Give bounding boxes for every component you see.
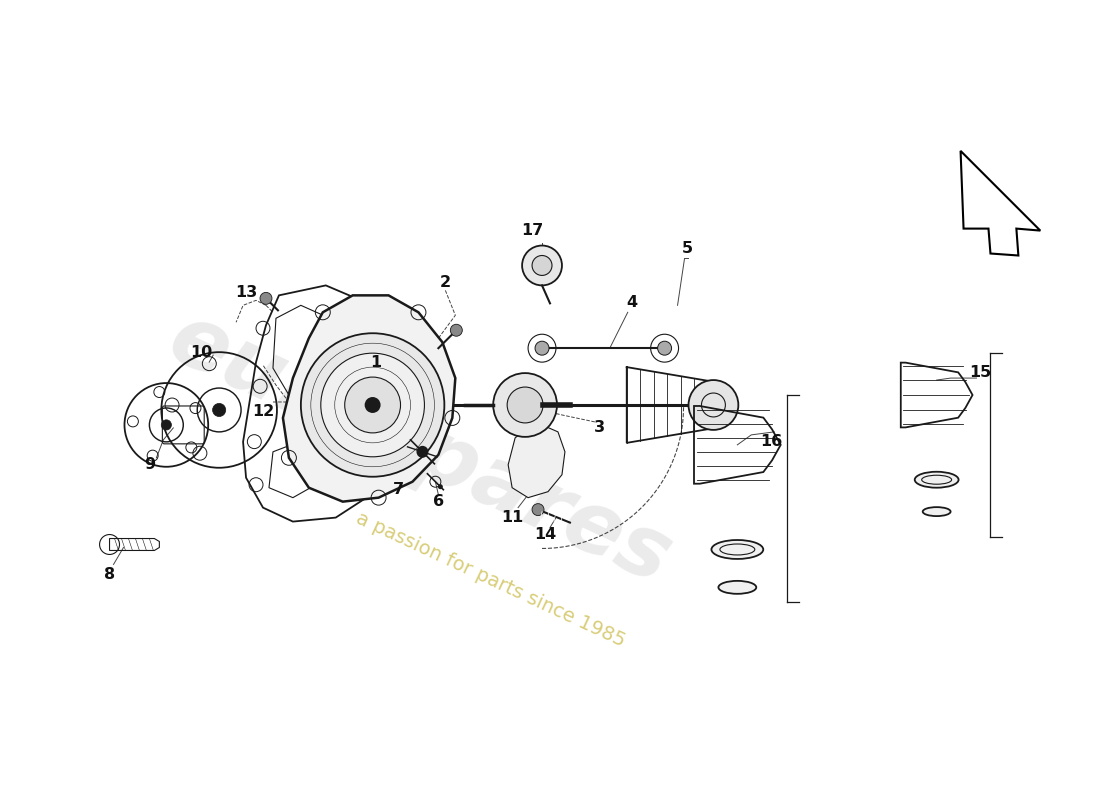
Polygon shape [508, 425, 565, 498]
Ellipse shape [915, 472, 958, 488]
Circle shape [450, 324, 462, 336]
Circle shape [493, 373, 557, 437]
Text: 9: 9 [144, 458, 155, 472]
Circle shape [438, 484, 443, 489]
Text: 7: 7 [393, 482, 404, 497]
Circle shape [532, 255, 552, 275]
Polygon shape [283, 295, 455, 502]
Text: 8: 8 [104, 567, 116, 582]
Text: 13: 13 [235, 285, 257, 300]
Text: 1: 1 [370, 354, 382, 370]
Text: 6: 6 [432, 494, 444, 509]
Text: a passion for parts since 1985: a passion for parts since 1985 [353, 509, 628, 650]
Circle shape [260, 292, 272, 304]
Circle shape [344, 377, 400, 433]
Circle shape [689, 380, 738, 430]
Ellipse shape [718, 581, 757, 594]
Text: 16: 16 [760, 434, 782, 450]
Text: eurospares: eurospares [156, 297, 684, 602]
Text: 10: 10 [190, 345, 212, 360]
Circle shape [162, 420, 172, 430]
Text: 4: 4 [626, 295, 637, 310]
Circle shape [522, 246, 562, 286]
Circle shape [417, 446, 428, 458]
Circle shape [507, 387, 543, 423]
Circle shape [658, 342, 672, 355]
Circle shape [364, 397, 381, 413]
Text: 17: 17 [521, 223, 543, 238]
Ellipse shape [923, 507, 950, 516]
Circle shape [301, 334, 444, 477]
Text: 3: 3 [594, 421, 605, 435]
Circle shape [535, 342, 549, 355]
Text: 5: 5 [682, 241, 693, 256]
Circle shape [321, 353, 425, 457]
Ellipse shape [712, 540, 763, 559]
Text: 12: 12 [252, 405, 274, 419]
Circle shape [532, 504, 544, 515]
Text: 11: 11 [500, 510, 524, 525]
Text: 15: 15 [969, 365, 991, 379]
Circle shape [212, 403, 226, 417]
Text: 2: 2 [440, 275, 451, 290]
Text: 14: 14 [534, 527, 557, 542]
